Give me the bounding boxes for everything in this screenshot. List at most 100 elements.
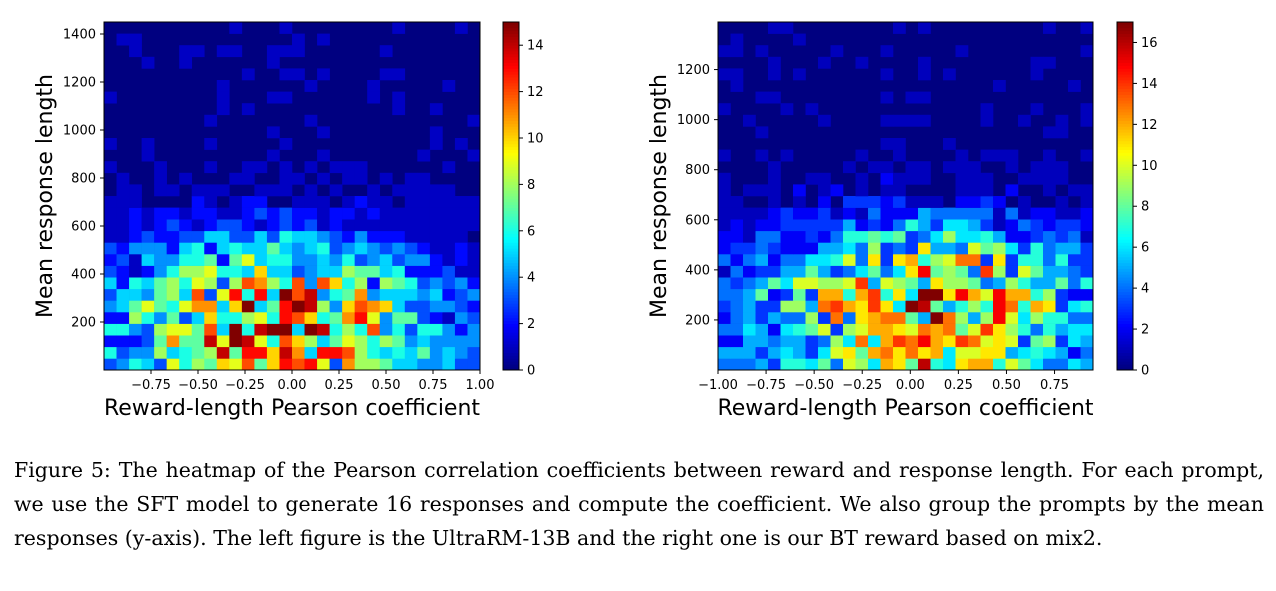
heatmap-cell (768, 358, 781, 371)
colorbar-step (503, 352, 519, 356)
heatmap-cell (266, 207, 280, 220)
heatmap-cell (868, 230, 881, 243)
heatmap-cell (279, 265, 293, 278)
colorbar-frame (1116, 21, 1134, 371)
colorbar-step (503, 146, 519, 150)
heatmap-cell (768, 312, 781, 324)
heatmap-cell (955, 288, 969, 301)
heatmap-cell (780, 323, 794, 336)
heatmap-cell (342, 254, 355, 266)
colorbar-step (1117, 100, 1133, 104)
heatmap-cell (943, 265, 956, 278)
heatmap-cell (154, 242, 167, 255)
colorbar-step (503, 100, 519, 104)
colorbar-step (1117, 349, 1133, 353)
heatmap-cell (1080, 230, 1094, 243)
colorbar-step (1117, 138, 1133, 142)
colorbar-step (1117, 146, 1133, 150)
heatmap-cell (317, 335, 330, 348)
colorbar-step (1117, 297, 1133, 301)
heatmap-cell (204, 323, 218, 336)
heatmap-cell (830, 184, 844, 197)
heatmap-cell (1080, 358, 1094, 371)
heatmap-cell (780, 103, 794, 116)
heatmap-cell (980, 149, 994, 162)
heatmap-cell (392, 312, 406, 324)
heatmap-cell (893, 184, 906, 197)
heatmap-cell (793, 254, 806, 266)
heatmap-cell (279, 335, 293, 348)
heatmap-cell (467, 114, 481, 127)
colorbar-step (1117, 71, 1133, 75)
heatmap-cell (141, 149, 155, 162)
heatmap-cell (718, 346, 731, 359)
colorbar-step (503, 355, 519, 359)
heatmap-cell (467, 300, 481, 313)
colorbar-step (503, 204, 519, 208)
heatmap-cell (968, 265, 981, 278)
heatmap-cell (993, 358, 1006, 371)
colorbar-step (1117, 245, 1133, 249)
colorbar-step (503, 358, 519, 362)
heatmap-cell (855, 358, 869, 371)
heatmap-cell (1080, 149, 1094, 162)
heatmap-cell (1043, 312, 1056, 324)
heatmap-cell (342, 219, 355, 232)
heatmap-cell (818, 254, 831, 266)
heatmap-cell (216, 230, 230, 243)
heatmap-cell (880, 265, 894, 278)
heatmap-cell (743, 219, 756, 232)
heatmap-cell (905, 207, 919, 220)
colorbar-step (503, 262, 519, 266)
heatmap-cell (793, 300, 806, 313)
x-tick-label: 0.25 (325, 378, 354, 393)
heatmap-cell (718, 288, 731, 301)
heatmap-cell (818, 184, 831, 197)
heatmap-cell (1043, 254, 1056, 266)
heatmap-cell (1080, 277, 1094, 290)
heatmap-cell (880, 207, 894, 220)
heatmap-cell (442, 254, 456, 266)
heatmap-cell (868, 323, 881, 336)
heatmap-cell (317, 219, 330, 232)
heatmap-cell (417, 288, 431, 301)
heatmap-cell (304, 207, 318, 220)
heatmap-cell (417, 300, 431, 313)
heatmap-cell (1043, 277, 1056, 290)
colorbar-step (1117, 149, 1133, 153)
x-tick-label: 0.00 (278, 378, 307, 393)
heatmap-cell (367, 358, 381, 371)
heatmap-cell (354, 358, 368, 371)
heatmap-cell (818, 358, 831, 371)
colorbar-step (503, 65, 519, 69)
heatmap-cell (805, 254, 819, 266)
heatmap-cell (354, 288, 368, 301)
heatmap-cell (317, 207, 330, 220)
colorbar-step (503, 196, 519, 200)
colorbar-step (503, 216, 519, 220)
heatmap-cell (241, 346, 255, 359)
x-tick-label: 0.50 (992, 378, 1021, 393)
heatmap-cell (943, 335, 956, 348)
colorbar-step (503, 225, 519, 229)
heatmap-cell (955, 335, 969, 348)
heatmap-cell (955, 219, 969, 232)
heatmap-cell (1080, 45, 1094, 58)
colorbar-step (1117, 326, 1133, 330)
heatmap-cell (1005, 335, 1019, 348)
heatmap-cell (868, 300, 881, 313)
colorbar-step (503, 114, 519, 119)
heatmap-cell (1068, 277, 1081, 290)
colorbar-step (503, 30, 519, 34)
heatmap-cell (768, 207, 781, 220)
heatmap-cell (943, 254, 956, 266)
heatmap-cell (317, 323, 330, 336)
heatmap-cell (993, 288, 1006, 301)
heatmap-cell (129, 277, 142, 290)
heatmap-cell (442, 335, 456, 348)
heatmap-cell (342, 161, 355, 174)
colorbar-step (1117, 184, 1133, 188)
heatmap-cell (392, 103, 406, 116)
colorbar-step (503, 184, 519, 188)
heatmap-cell (379, 300, 393, 313)
